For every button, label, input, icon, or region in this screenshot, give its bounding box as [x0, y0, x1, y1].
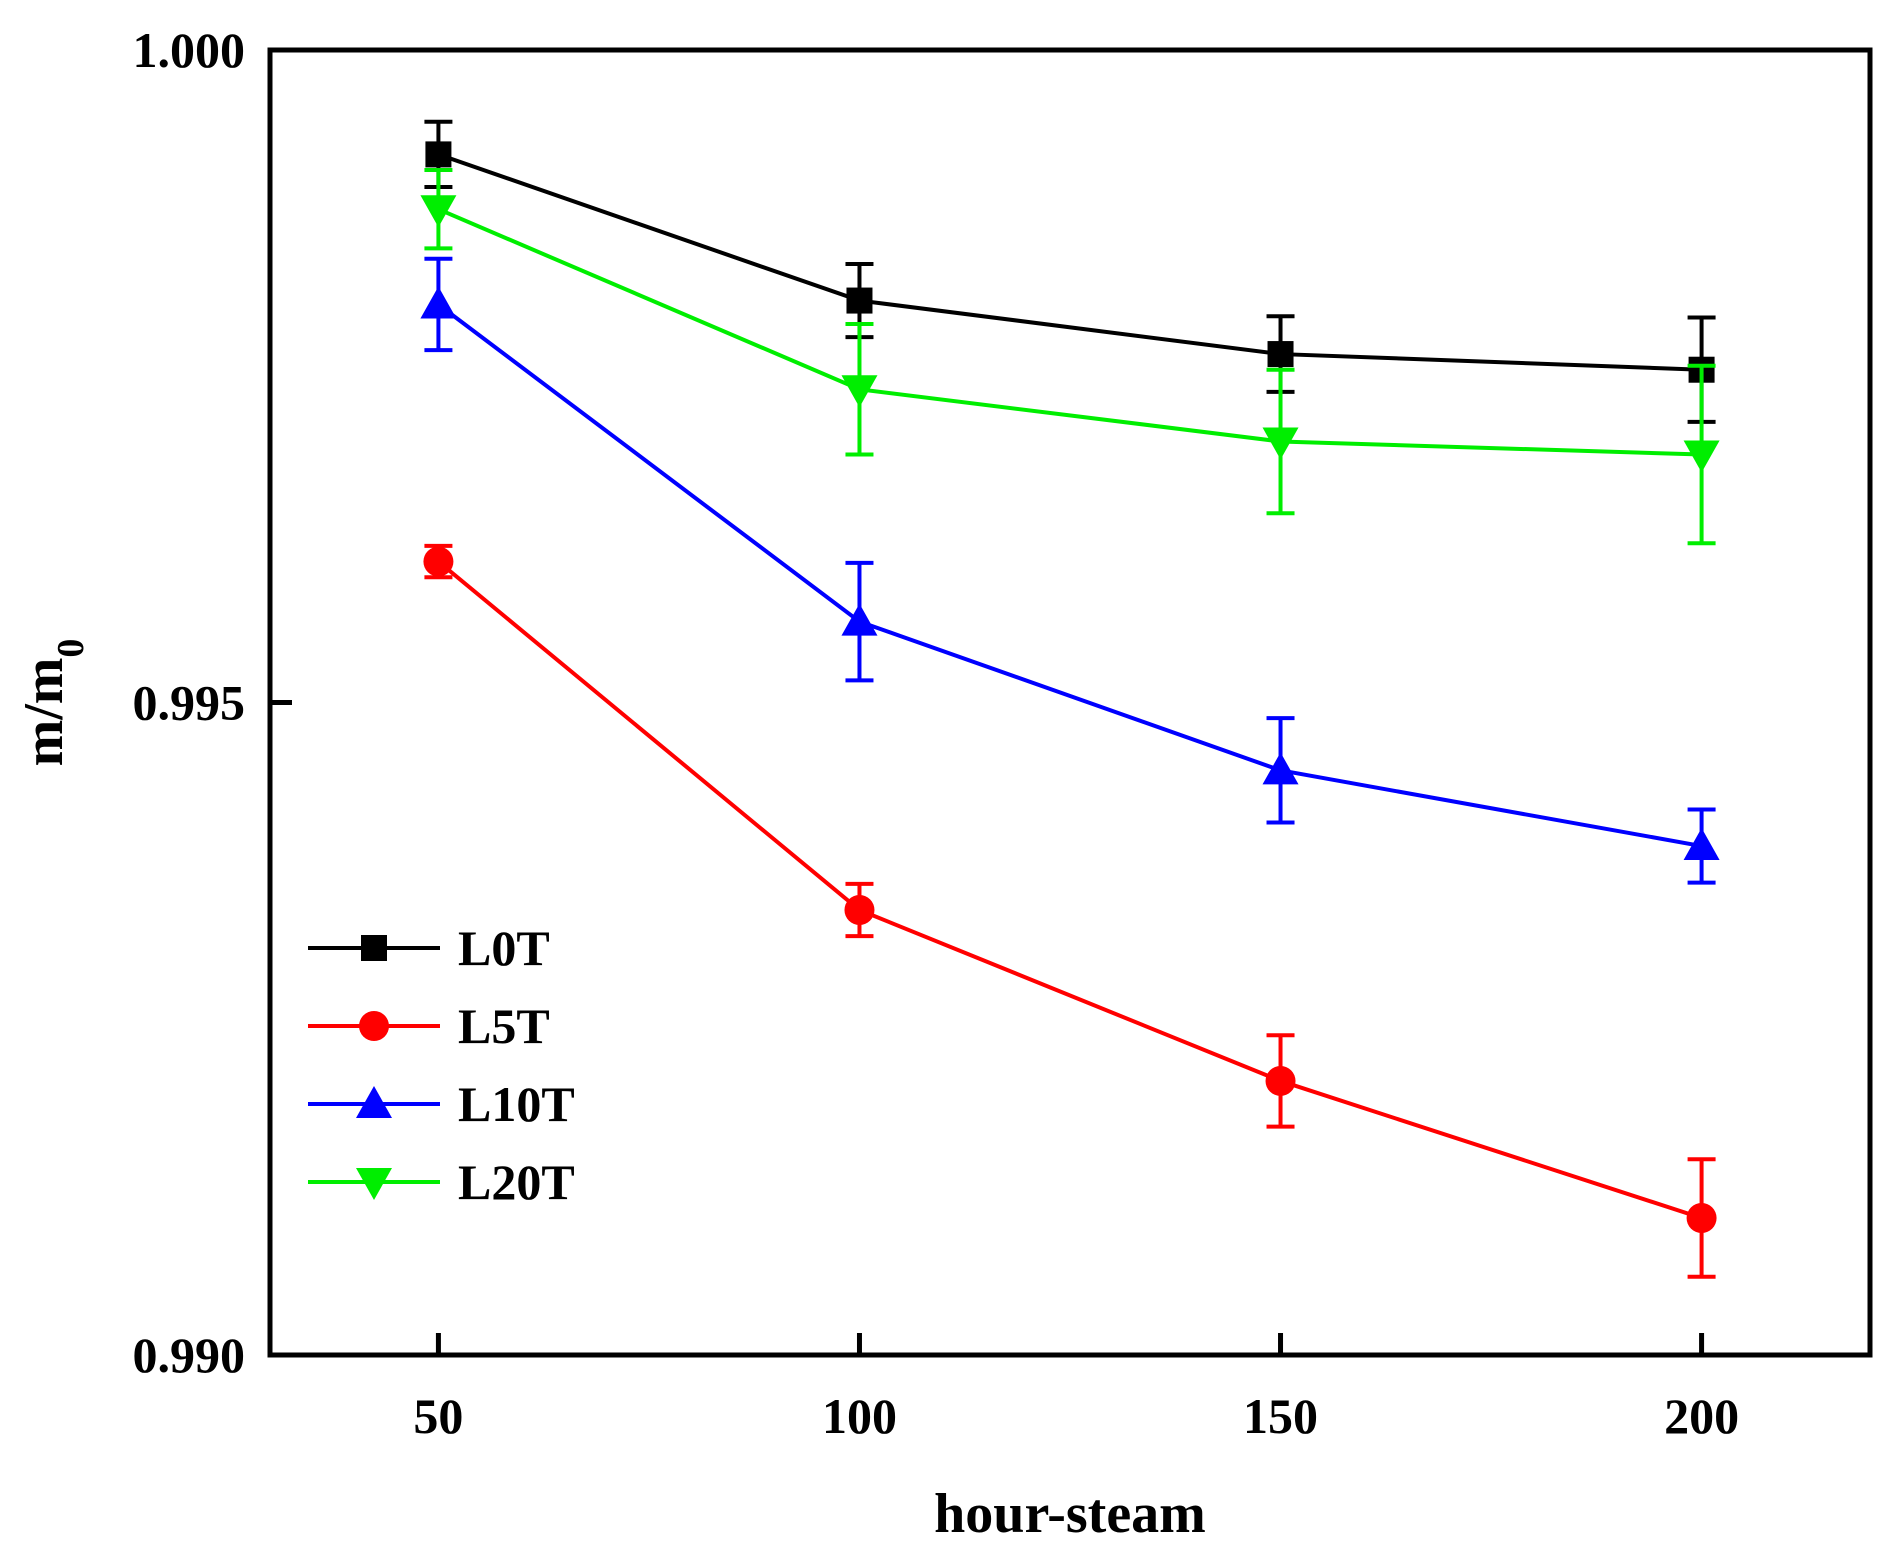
legend-label: L5T [458, 998, 550, 1054]
y-axis-title-main: m/m [13, 658, 75, 767]
series-L5T [423, 543, 1717, 1279]
series-L10T [420, 256, 1720, 885]
legend-label: L0T [458, 920, 550, 976]
data-point [1265, 1065, 1296, 1096]
series-line [437, 207, 1702, 457]
x-tick-label: 150 [1243, 1388, 1318, 1444]
y-tick-labels: 0.990 0.995 1.000 [133, 22, 246, 1383]
legend-marker [356, 1086, 392, 1118]
data-point [844, 894, 875, 925]
legend-label: L20T [458, 1154, 575, 1210]
x-axis-title: hour-steam [934, 1483, 1206, 1545]
series-L20T [420, 168, 1720, 546]
y-axis-title-subscript: 0 [50, 639, 92, 658]
legend-item-L20T: L20T [308, 1154, 575, 1210]
legend-item-L5T: L5T [308, 998, 550, 1054]
y-axis-title: m/m0 [13, 639, 92, 767]
legend-marker [359, 1011, 389, 1041]
data-point [841, 375, 878, 408]
legend-item-L0T: L0T [308, 920, 550, 976]
series-line [437, 302, 1702, 849]
data-point [425, 141, 452, 168]
data-point [1683, 828, 1720, 861]
data-point [846, 287, 873, 314]
y-tick-label: 0.990 [133, 1327, 246, 1383]
axis-ticks [270, 47, 1705, 1358]
x-tick-label: 50 [413, 1388, 463, 1444]
x-tick-label: 100 [822, 1388, 897, 1444]
series-L0T [424, 119, 1716, 424]
legend-item-L10T: L10T [308, 1076, 575, 1132]
series-layer [420, 119, 1720, 1279]
data-point [423, 546, 454, 577]
y-tick-label: 1.000 [133, 22, 246, 78]
legend-marker [361, 935, 387, 961]
legend: L0T L5T L10T L20T [308, 920, 575, 1210]
series-line [437, 152, 1702, 372]
data-point [1267, 341, 1294, 368]
legend-label: L10T [458, 1076, 575, 1132]
series-line [437, 560, 1703, 1220]
data-point [420, 286, 457, 319]
data-point [1683, 440, 1720, 473]
legend-marker [356, 1168, 392, 1200]
y-tick-label: 0.995 [133, 675, 246, 731]
x-tick-labels: 50 100 150 200 [413, 1388, 1739, 1444]
data-point [420, 195, 457, 228]
data-point [1262, 427, 1299, 460]
data-point [1262, 752, 1299, 785]
data-point [841, 603, 878, 636]
data-point [1686, 1202, 1717, 1233]
x-tick-label: 200 [1664, 1388, 1739, 1444]
